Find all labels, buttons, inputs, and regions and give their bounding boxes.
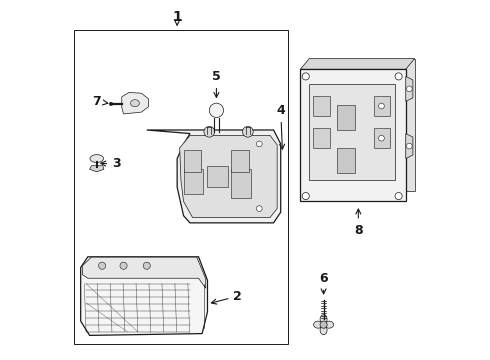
Circle shape [243, 126, 253, 137]
Bar [207, 166, 228, 187]
Circle shape [256, 141, 262, 147]
Circle shape [143, 262, 150, 269]
Polygon shape [122, 93, 148, 114]
Bar [373, 96, 390, 116]
Circle shape [320, 321, 327, 328]
Polygon shape [81, 257, 207, 336]
Circle shape [379, 103, 384, 109]
Circle shape [98, 262, 106, 269]
Bar [184, 150, 201, 172]
Polygon shape [180, 135, 277, 217]
Circle shape [209, 103, 223, 117]
Bar [309, 84, 395, 180]
Ellipse shape [324, 321, 334, 328]
Bar [337, 148, 355, 173]
Ellipse shape [320, 315, 327, 324]
Polygon shape [300, 59, 415, 69]
Bar [313, 128, 330, 148]
Circle shape [256, 206, 262, 211]
Bar [231, 150, 249, 172]
Polygon shape [406, 76, 413, 102]
Circle shape [302, 193, 309, 200]
Ellipse shape [314, 321, 322, 328]
Ellipse shape [320, 326, 327, 335]
Circle shape [407, 86, 412, 92]
Polygon shape [147, 130, 281, 223]
Circle shape [302, 73, 309, 80]
Text: 8: 8 [354, 209, 363, 237]
Polygon shape [90, 166, 104, 172]
Text: 2: 2 [211, 289, 242, 304]
Ellipse shape [90, 155, 103, 162]
Bar [184, 169, 203, 194]
Polygon shape [82, 257, 206, 288]
Text: 1: 1 [172, 10, 182, 24]
Text: 7: 7 [93, 95, 108, 108]
Circle shape [407, 143, 412, 149]
Polygon shape [309, 59, 415, 191]
Bar [373, 128, 390, 148]
Ellipse shape [130, 100, 140, 107]
Circle shape [120, 262, 127, 269]
Text: 4: 4 [276, 104, 285, 149]
Circle shape [395, 193, 402, 200]
Bar [231, 169, 251, 198]
Circle shape [109, 102, 113, 106]
Bar [74, 30, 288, 344]
Text: 5: 5 [212, 70, 221, 98]
Text: 3: 3 [101, 157, 121, 170]
Circle shape [395, 73, 402, 80]
Bar [337, 105, 355, 130]
Text: 6: 6 [319, 272, 328, 294]
Circle shape [204, 126, 215, 137]
Bar [300, 69, 406, 202]
Polygon shape [406, 134, 413, 158]
Bar [313, 96, 330, 116]
Circle shape [379, 135, 384, 141]
